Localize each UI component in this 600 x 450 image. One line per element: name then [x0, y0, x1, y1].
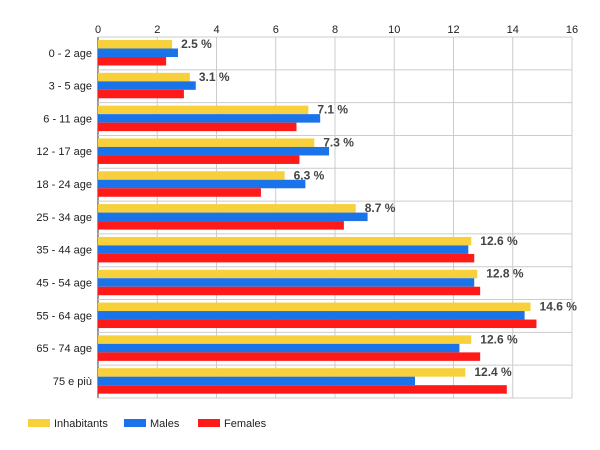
axes: 0 2 4 6 8 10 12 14 16 0 - 2 age 3 - 5 age 6 - 11 ag…	[36, 24, 578, 388]
bar-inhabitants-35-44-age	[98, 236, 472, 246]
category-label-65-74-age: 65 - 74 age	[36, 343, 92, 355]
legend-label-males: Males	[150, 418, 180, 430]
bar-inhabitants-25-34-age	[98, 204, 356, 213]
bar-inhabitants-55-64-age	[98, 302, 531, 312]
bar-females-6-11-age	[98, 122, 297, 132]
bar-males-12-17-age	[98, 146, 330, 156]
legend: Inhabitants Males Females	[28, 418, 267, 430]
x-tick-label-12: 12	[447, 24, 459, 36]
bars	[98, 40, 537, 394]
data-label-12-17-age: 7.3 %	[323, 135, 354, 149]
category-label-18-24-age: 18 - 24 age	[36, 179, 92, 191]
bar-males-0-2-age	[98, 48, 178, 57]
bar-inhabitants-6-11-age	[98, 105, 309, 115]
bar-inhabitants-12-17-age	[98, 138, 315, 147]
category-label-6-11-age: 6 - 11 age	[43, 113, 92, 125]
data-label-18-24-age: 6.3 %	[294, 168, 325, 182]
x-tick-label-10: 10	[388, 24, 400, 36]
x-tick-label-8: 8	[332, 24, 338, 36]
category-label-45-54-age: 45 - 54 age	[36, 277, 92, 289]
legend-swatch-inhabitants	[28, 419, 50, 427]
bar-males-6-11-age	[98, 114, 321, 123]
x-tick-label-0: 0	[95, 24, 101, 36]
bar-males-35-44-age	[98, 245, 469, 254]
grid-lines	[97, 36, 573, 399]
bar-females-3-5-age	[98, 89, 184, 99]
category-label-3-5-age: 3 - 5 age	[49, 81, 92, 93]
data-label-0-2-age: 2.5 %	[181, 37, 212, 51]
bar-males-18-24-age	[98, 179, 306, 189]
data-label-45-54-age: 12.8 %	[486, 267, 524, 281]
legend-swatch-males	[124, 419, 146, 427]
bar-females-35-44-age	[98, 253, 475, 263]
bar-females-25-34-age	[98, 221, 344, 230]
legend-swatch-females	[198, 419, 220, 427]
data-labels: 2.5 % 3.1 % 7.1 % 7.3 % 6.3 % 8.7 % 12.6 % 12.8…	[181, 37, 577, 379]
bar-females-0-2-age	[98, 57, 167, 66]
bar-females-55-64-age	[98, 319, 537, 329]
bar-males-75-e-pi	[98, 376, 415, 386]
bar-males-3-5-age	[98, 81, 196, 90]
bar-inhabitants-3-5-age	[98, 72, 190, 82]
bar-males-25-34-age	[98, 212, 368, 222]
category-label-25-34-age: 25 - 34 age	[36, 212, 92, 224]
category-label-0-2-age: 0 - 2 age	[49, 48, 92, 60]
legend-label-inhabitants: Inhabitants	[54, 418, 108, 430]
bar-females-18-24-age	[98, 188, 261, 197]
bar-females-45-54-age	[98, 286, 481, 296]
bar-males-55-64-age	[98, 311, 525, 320]
bar-females-12-17-age	[98, 155, 300, 164]
category-label-35-44-age: 35 - 44 age	[36, 245, 92, 257]
x-tick-label-16: 16	[566, 24, 578, 36]
x-tick-label-4: 4	[213, 24, 219, 36]
bar-inhabitants-45-54-age	[98, 269, 478, 279]
category-label-75-e-pi: 75 e più	[53, 376, 92, 388]
data-label-25-34-age: 8.7 %	[365, 201, 396, 215]
legend-label-females: Females	[224, 418, 267, 430]
category-label-12-17-age: 12 - 17 age	[36, 146, 92, 158]
x-tick-label-14: 14	[507, 24, 519, 36]
data-label-6-11-age: 7.1 %	[317, 103, 348, 117]
bar-inhabitants-65-74-age	[98, 335, 472, 344]
bar-females-65-74-age	[98, 352, 481, 361]
bar-inhabitants-0-2-age	[98, 40, 173, 49]
x-tick-label-2: 2	[154, 24, 160, 36]
data-label-55-64-age: 14.6 %	[540, 300, 578, 314]
bar-males-45-54-age	[98, 278, 475, 287]
bar-males-65-74-age	[98, 343, 460, 353]
category-label-55-64-age: 55 - 64 age	[36, 310, 92, 322]
x-tick-label-6: 6	[273, 24, 279, 36]
data-label-3-5-age: 3.1 %	[199, 70, 230, 84]
data-label-35-44-age: 12.6 %	[480, 234, 518, 248]
bar-females-75-e-pi	[98, 385, 507, 394]
bar-inhabitants-75-e-pi	[98, 368, 466, 377]
bar-inhabitants-18-24-age	[98, 171, 285, 180]
data-label-65-74-age: 12.6 %	[480, 332, 518, 346]
data-label-75-e-pi: 12.4 %	[474, 365, 512, 379]
